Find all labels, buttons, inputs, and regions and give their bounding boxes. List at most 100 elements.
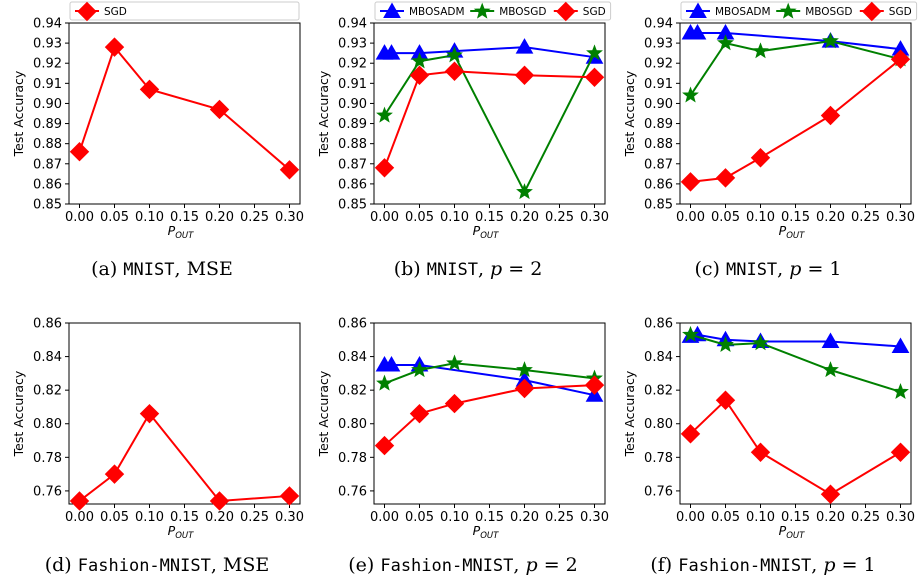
- data-point: [279, 486, 300, 506]
- data-point: [69, 491, 90, 511]
- x-tick-label: 0.10: [135, 510, 164, 525]
- x-tick-label: 0.05: [405, 210, 434, 225]
- x-tick-label: 0.05: [711, 510, 740, 525]
- series-line: [78, 45, 291, 171]
- caption-c: (c) MNIST, p = 1: [618, 258, 918, 280]
- series-sgd: [69, 403, 300, 511]
- y-tick-label: 0.86: [644, 177, 673, 192]
- data-point: [376, 374, 393, 391]
- caption-rest: , MSE: [210, 554, 270, 576]
- y-tick-label: 0.84: [338, 350, 367, 365]
- caption-rest: ,: [477, 258, 491, 280]
- data-point: [444, 393, 465, 414]
- plot-frame: [679, 322, 912, 505]
- data-point: [382, 355, 401, 372]
- y-tick-label: 0.93: [33, 37, 62, 52]
- y-tick-label: 0.89: [644, 117, 673, 132]
- y-tick-label: 0.85: [644, 198, 673, 213]
- caption-f: (f) Fashion-MNIST, p = 1: [613, 554, 913, 576]
- data-point: [584, 375, 605, 395]
- x-tick-label: 0.30: [580, 210, 609, 225]
- caption-param: p: [823, 554, 836, 576]
- y-tick-label: 0.86: [338, 177, 367, 192]
- data-point: [822, 32, 839, 49]
- plot-frame: [373, 22, 606, 205]
- caption-dataset: Fashion-MNIST: [678, 556, 812, 576]
- series-mbosgd: [376, 44, 603, 200]
- y-tick-label: 0.86: [33, 177, 62, 192]
- data-point: [409, 65, 430, 85]
- caption-rest: ,: [777, 258, 790, 280]
- caption-param: p: [789, 258, 802, 280]
- data-point: [374, 158, 395, 178]
- x-tick-label: 0.20: [205, 210, 234, 225]
- y-tick-label: 0.87: [33, 157, 62, 172]
- chart-panel-3: 0.00 0.05 0.10 0.15 0.20 0.25 0.30 0.76 0.78 0.80…: [11, 317, 304, 542]
- y-tick-label: 0.82: [644, 384, 673, 399]
- data-point: [139, 403, 160, 424]
- data-point: [717, 34, 734, 51]
- x-tick-label: 0.25: [545, 210, 574, 225]
- y-tick-label: 0.78: [644, 451, 673, 466]
- y-tick-label: 0.90: [33, 97, 62, 112]
- x-tick-label: 0.10: [440, 210, 469, 225]
- data-point: [209, 99, 230, 120]
- data-point: [409, 403, 430, 424]
- x-tick-label: 0.30: [886, 510, 915, 525]
- y-tick-label: 0.82: [33, 384, 62, 399]
- caption-label: (d): [44, 554, 72, 576]
- caption-label: (f): [650, 554, 673, 576]
- caption-rest: ,: [513, 554, 526, 576]
- series-sgd: [374, 375, 605, 456]
- x-axis-label: POUT: [779, 223, 805, 241]
- caption-dataset: MNIST: [123, 260, 175, 280]
- x-axis-label: POUT: [473, 223, 499, 241]
- x-tick-label: 0.20: [205, 510, 234, 525]
- legend-label: MBOSGD: [805, 6, 852, 18]
- legend-marker: [779, 2, 797, 19]
- caption-e: (e) Fashion-MNIST, p = 2: [313, 554, 613, 576]
- caption-dataset: MNIST: [426, 260, 478, 280]
- y-tick-label: 0.84: [33, 350, 62, 365]
- data-point: [374, 435, 395, 456]
- series-mbosgd: [682, 325, 909, 399]
- data-point: [820, 484, 841, 504]
- caption-dataset: Fashion-MNIST: [380, 556, 514, 576]
- caption-label: (e): [348, 554, 375, 576]
- x-axis-label: POUT: [168, 523, 194, 541]
- legend-marker: [77, 1, 97, 22]
- legend-label: SGD: [104, 6, 127, 18]
- data-point: [586, 44, 603, 61]
- data-point: [750, 442, 771, 462]
- y-tick-label: 0.87: [644, 157, 673, 172]
- y-tick-label: 0.76: [644, 484, 673, 499]
- data-point: [515, 38, 534, 54]
- legend-marker: [556, 1, 576, 22]
- y-tick-label: 0.89: [33, 117, 62, 132]
- data-point: [892, 382, 909, 399]
- y-tick-label: 0.93: [338, 37, 367, 52]
- caption-param: p: [525, 554, 538, 576]
- series-sgd: [680, 49, 911, 192]
- chart-panel-1: 0.00 0.05 0.10 0.15 0.20 0.25 0.30 0.85 0.86 0.87…: [316, 1, 612, 241]
- x-tick-label: 0.15: [475, 210, 504, 225]
- legend-box: [69, 1, 300, 21]
- data-point: [209, 491, 230, 511]
- y-tick-label: 0.85: [33, 198, 62, 213]
- y-tick-label: 0.86: [644, 317, 673, 332]
- data-point: [516, 361, 533, 378]
- y-tick-label: 0.93: [644, 37, 673, 52]
- legend-marker: [862, 1, 882, 22]
- data-point: [821, 332, 840, 348]
- y-tick-label: 0.78: [338, 451, 367, 466]
- x-tick-label: 0.10: [746, 210, 775, 225]
- x-tick-label: 0.05: [100, 510, 129, 525]
- x-tick-label: 0.25: [545, 510, 574, 525]
- data-point: [139, 79, 160, 100]
- data-point: [820, 105, 841, 126]
- x-tick-label: 0.25: [240, 510, 269, 525]
- y-tick-label: 0.85: [338, 198, 367, 213]
- series-line: [689, 398, 902, 496]
- y-tick-label: 0.76: [33, 484, 62, 499]
- data-point: [446, 354, 463, 371]
